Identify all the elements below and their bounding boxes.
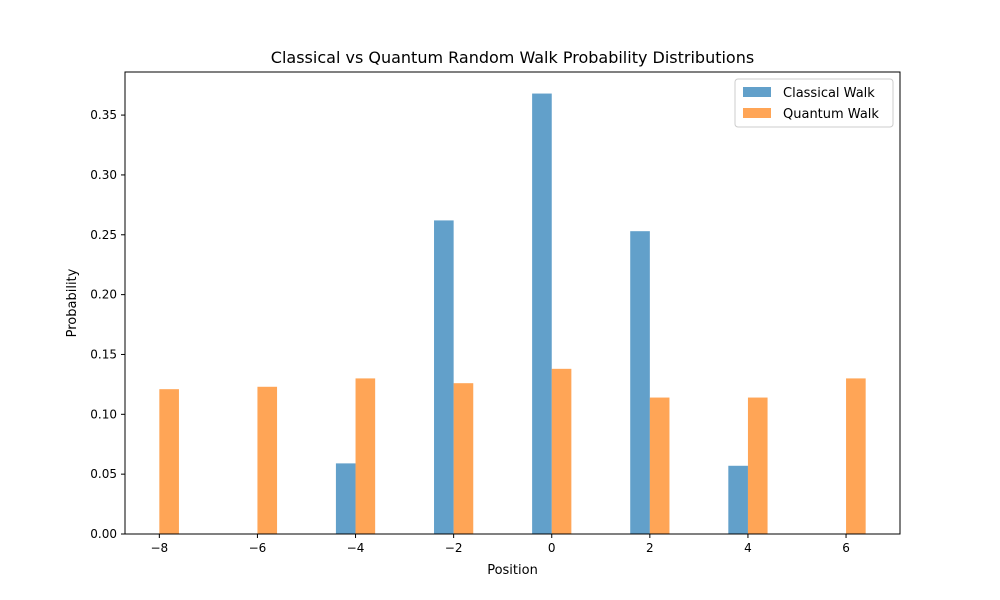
bar-series-0-x--2 bbox=[434, 220, 454, 535]
x-tick-label: −4 bbox=[347, 541, 365, 555]
legend: Classical Walk Quantum Walk bbox=[734, 78, 894, 128]
y-tick-label: 0.05 bbox=[90, 467, 117, 481]
plot-area-frame bbox=[124, 71, 901, 535]
legend-label-0: Classical Walk bbox=[783, 86, 875, 101]
chart-title: Classical vs Quantum Random Walk Probabi… bbox=[271, 48, 754, 67]
x-tick-label: 2 bbox=[646, 541, 654, 555]
bars-layer bbox=[159, 93, 866, 535]
bar-series-1-x-2 bbox=[649, 397, 670, 534]
y-tick-label: 0.35 bbox=[90, 108, 117, 122]
bar-series-1-x--4 bbox=[355, 378, 376, 534]
legend-label-1: Quantum Walk bbox=[783, 107, 879, 122]
legend-swatch-0 bbox=[743, 87, 771, 97]
x-tick-label: 0 bbox=[548, 541, 556, 555]
bar-series-1-x-6 bbox=[846, 378, 866, 534]
bar-series-0-x--4 bbox=[335, 463, 356, 534]
bar-series-0-x-2 bbox=[630, 231, 650, 534]
y-axis-label: Probability bbox=[65, 268, 80, 337]
y-tick-label: 0.30 bbox=[90, 168, 117, 182]
x-tick-label: 6 bbox=[842, 541, 850, 555]
bar-series-1-x--2 bbox=[453, 383, 474, 534]
bar-series-1-x-4 bbox=[747, 397, 768, 534]
x-tick-label: −6 bbox=[249, 541, 267, 555]
y-axis-ticks: 0.00 0.05 0.10 0.15 0.20 0.25 0.30 0.35 bbox=[90, 108, 125, 541]
y-tick-label: 0.20 bbox=[90, 288, 117, 302]
bar-series-0-x-0 bbox=[532, 93, 552, 535]
x-axis-ticks: −8 −6 −4 −2 0 2 4 6 bbox=[150, 534, 850, 555]
y-tick-label: 0.25 bbox=[90, 228, 117, 242]
x-tick-label: −8 bbox=[150, 541, 168, 555]
y-tick-label: 0.10 bbox=[90, 407, 117, 421]
x-tick-label: 4 bbox=[744, 541, 752, 555]
bar-series-0-x-4 bbox=[728, 465, 748, 534]
y-tick-label: 0.15 bbox=[90, 347, 117, 361]
bar-series-1-x--6 bbox=[257, 386, 278, 534]
bar-series-1-x-0 bbox=[551, 368, 572, 534]
x-tick-label: −2 bbox=[445, 541, 463, 555]
bar-series-1-x--8 bbox=[159, 389, 179, 534]
legend-box bbox=[734, 78, 894, 128]
x-axis-label: Position bbox=[487, 563, 538, 578]
legend-swatch-1 bbox=[743, 108, 771, 118]
y-tick-label: 0.00 bbox=[90, 527, 117, 541]
